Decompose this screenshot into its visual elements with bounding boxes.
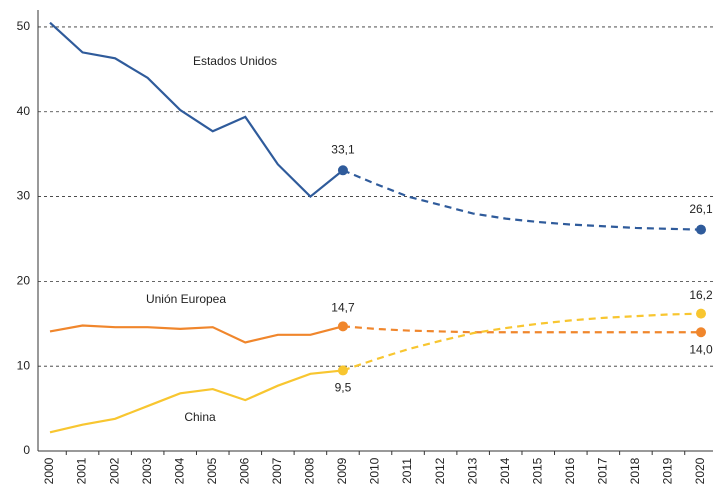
x-tick-label: 2004 [172,457,186,484]
data-label: 14,0 [689,342,713,356]
x-tick-label: 2018 [628,457,642,484]
y-tick-label: 20 [17,274,31,288]
x-tick-label: 2017 [596,457,610,484]
marker [696,327,706,338]
line [49,21,344,199]
x-tick-label: 2003 [140,457,154,484]
x-tick-label: 2002 [107,457,121,484]
x-tick-label: 2019 [661,457,675,484]
forecast-line [342,312,702,372]
x-tick-label: 2016 [563,457,577,484]
x-tick-label: 2001 [75,457,89,484]
x-tick-label: 2007 [270,457,284,484]
x-tick-label: 2000 [42,457,56,484]
data-label: 9,5 [335,381,352,395]
series-label: Unión Europea [146,292,226,306]
series-label: Estados Unidos [193,54,277,68]
x-tick-label: 2009 [335,457,349,484]
series-label: China [184,410,216,424]
data-label: 33,1 [331,142,355,156]
marker [337,321,348,332]
data-label: 14,7 [331,301,355,315]
marker [337,165,348,176]
x-tick-label: 2015 [530,457,544,484]
y-tick-label: 30 [17,189,31,203]
x-tick-label: 2014 [498,457,512,484]
marker [696,224,706,235]
line [49,324,344,344]
y-tick-label: 0 [23,443,30,457]
x-tick-label: 2005 [205,457,219,484]
line [49,369,344,434]
data-label: 16,2 [689,288,713,302]
x-tick-label: 2020 [693,457,707,484]
y-tick-label: 10 [17,358,31,372]
x-tick-label: 2008 [303,457,317,484]
marker [696,308,706,319]
x-tick-label: 2006 [237,457,251,484]
y-tick-label: 50 [17,19,31,33]
x-tick-label: 2010 [368,457,382,484]
y-tick-label: 40 [17,104,31,118]
forecast-line [342,325,701,334]
x-tick-label: 2011 [400,458,414,484]
x-tick-label: 2013 [465,457,479,484]
marker [337,365,348,376]
forecast-line [342,169,702,231]
data-label: 26,1 [689,202,713,216]
x-tick-label: 2012 [433,457,447,484]
